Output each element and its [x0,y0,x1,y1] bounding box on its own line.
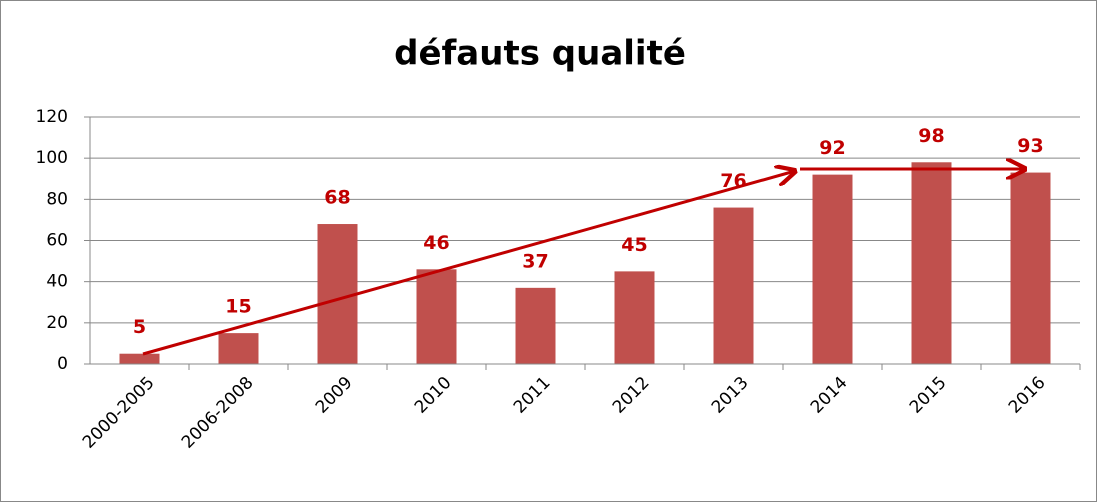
y-tick-label: 20 [46,313,68,333]
data-label: 37 [522,250,548,272]
bar [713,207,754,364]
y-tick-label: 40 [46,272,68,292]
chart-title: défauts qualité [394,34,686,74]
data-label: 15 [225,296,251,318]
trend-arrow [142,171,795,356]
data-label: 92 [819,137,845,159]
data-label: 68 [324,187,350,209]
y-tick-label: 100 [36,148,68,168]
data-label: 46 [423,232,449,254]
bar [812,174,853,364]
y-tick-label: 80 [46,189,68,209]
bar [317,224,358,364]
data-label: 5 [133,316,146,338]
data-label: 98 [918,125,944,147]
bar [1010,172,1051,364]
bar [119,353,160,364]
data-label: 45 [621,234,647,256]
bar [911,162,952,364]
bar [614,271,655,364]
y-tick-label: 60 [46,231,68,251]
bar [515,287,556,364]
y-tick-label: 0 [57,354,68,374]
data-label: 93 [1017,135,1043,157]
y-tick-label: 120 [36,107,68,127]
bar [416,269,457,364]
bar [218,333,259,364]
